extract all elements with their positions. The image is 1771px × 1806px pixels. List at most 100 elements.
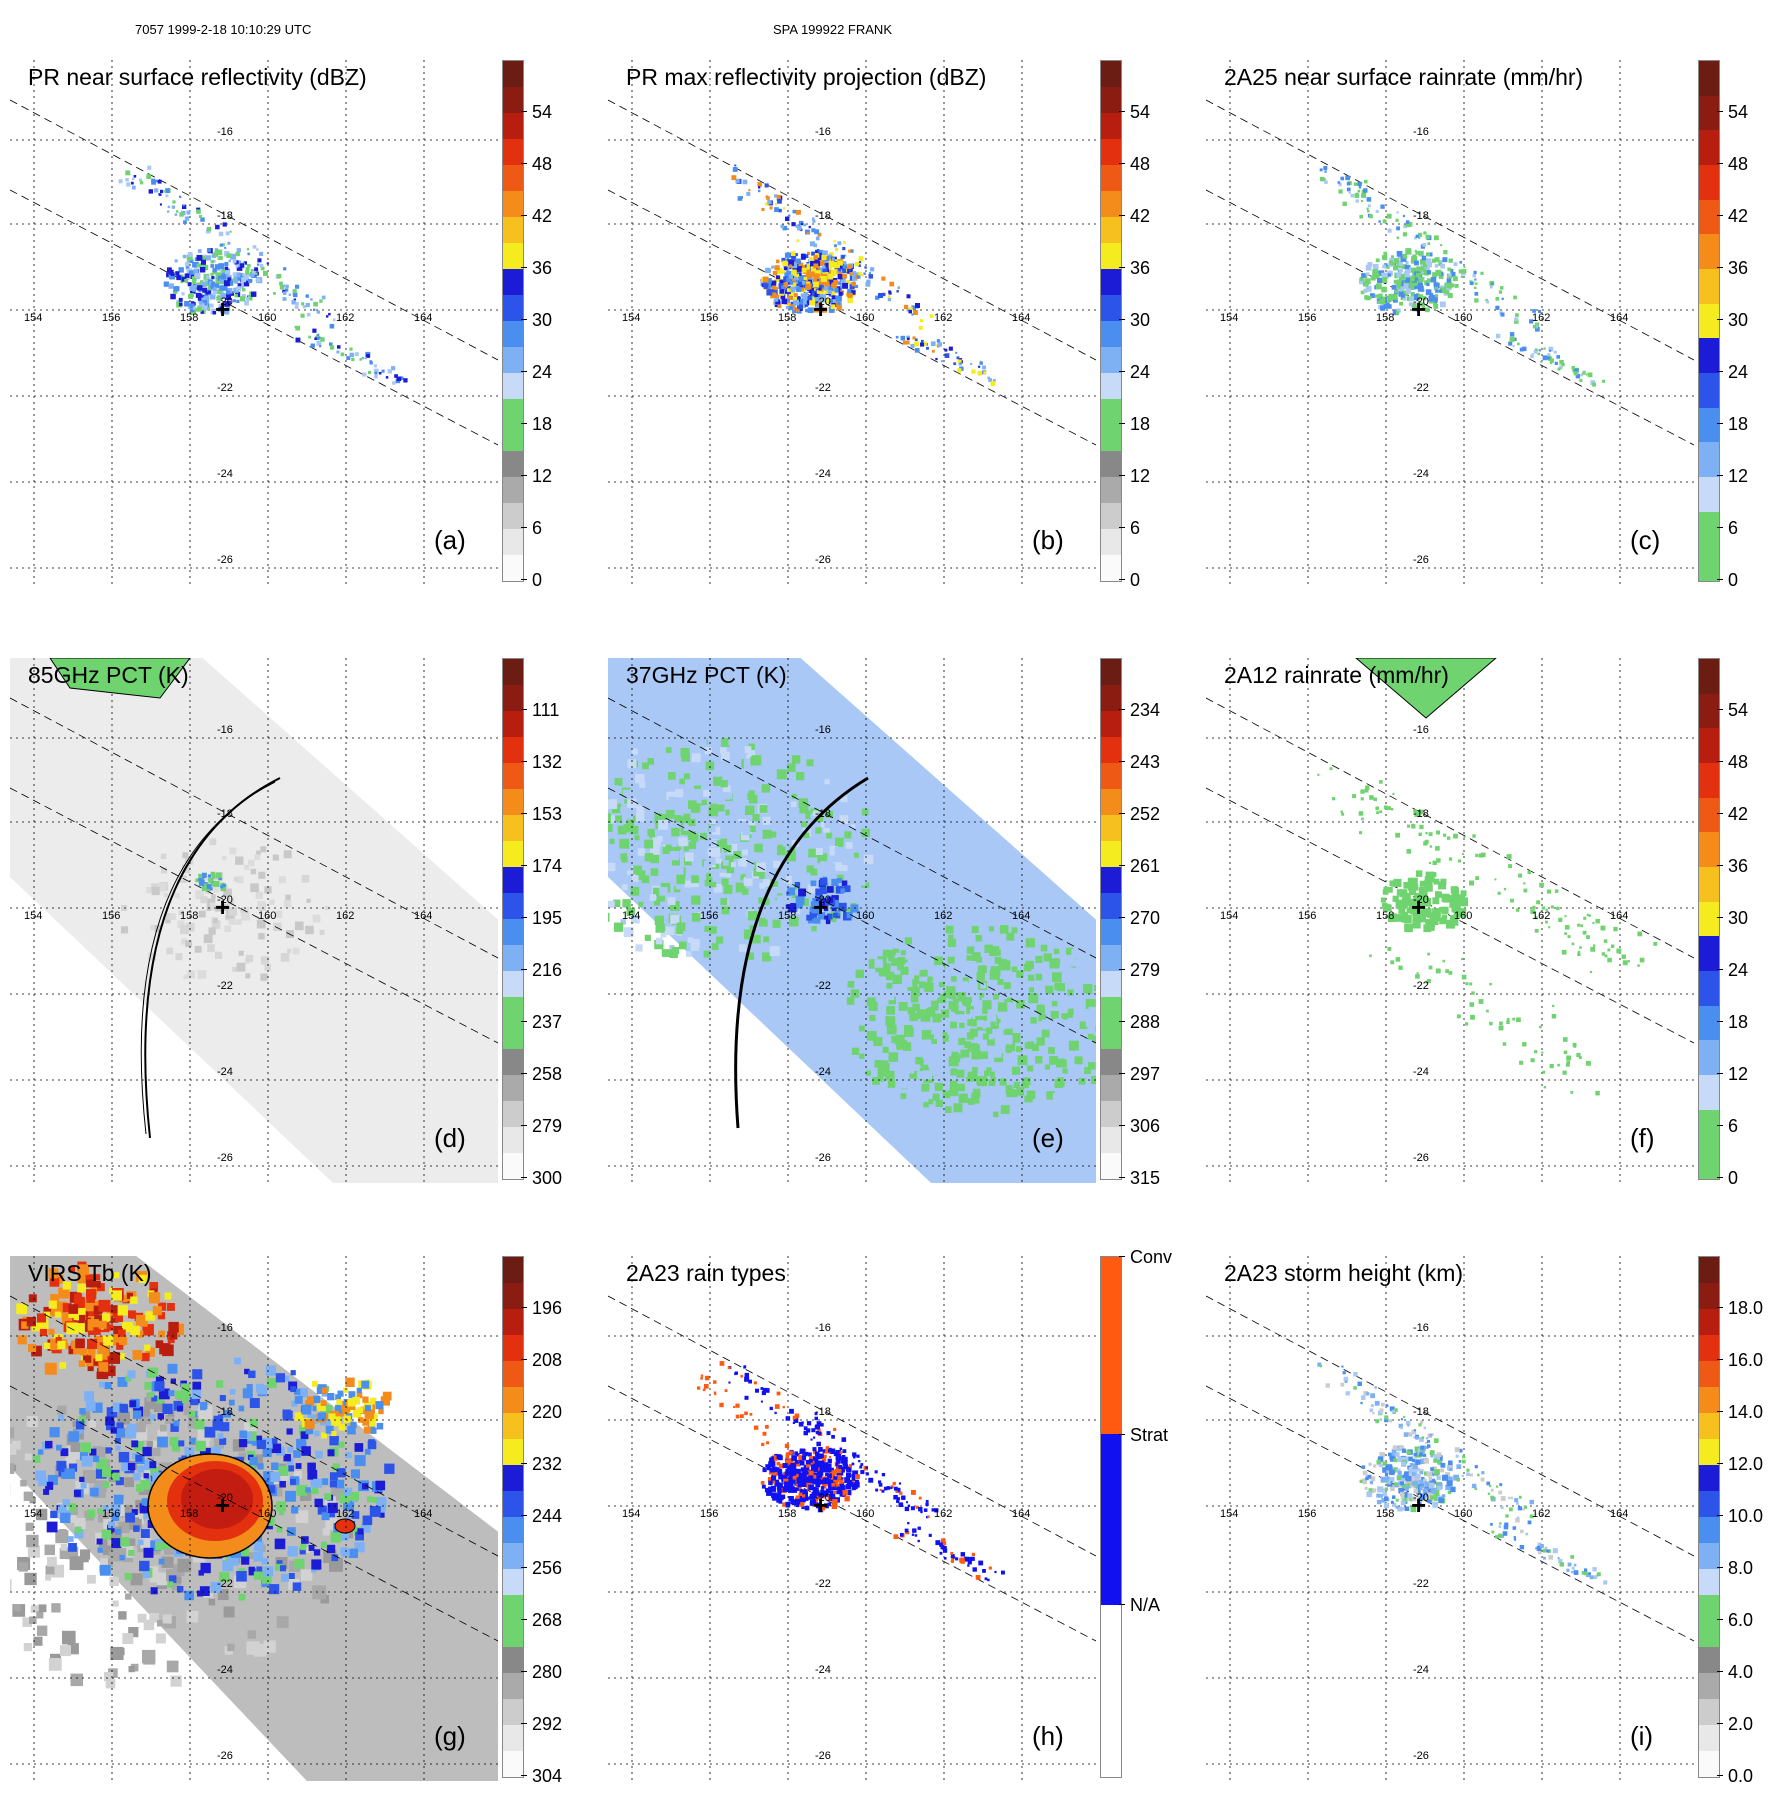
lon-label: 158	[1376, 910, 1394, 922]
lon-label: 156	[1298, 910, 1316, 922]
lat-label: -22	[1413, 382, 1429, 394]
colorbar-tick: 111	[532, 701, 559, 719]
lon-label: 164	[414, 312, 432, 324]
colorbar-tick: 237	[532, 1013, 562, 1031]
lon-label: 158	[778, 910, 796, 922]
colorbar-tick: 220	[532, 1403, 562, 1421]
lat-label: -18	[1413, 808, 1429, 820]
lon-label: 164	[414, 1508, 432, 1520]
panel-title: 2A12 rainrate (mm/hr)	[1224, 662, 1449, 689]
colorbar-tick: 252	[1130, 805, 1160, 823]
lon-label: 164	[1610, 910, 1628, 922]
colorbar-tick: 0	[1728, 571, 1738, 589]
colorbar	[1698, 60, 1720, 582]
lat-label: -20	[217, 1492, 233, 1504]
lat-label: -24	[815, 468, 831, 480]
colorbar-tick: 42	[1130, 207, 1150, 225]
colorbar-tick: 244	[532, 1507, 562, 1525]
lon-label: 162	[336, 312, 354, 324]
panel-label: (c)	[1630, 525, 1660, 556]
lat-label: -16	[217, 126, 233, 138]
colorbar	[502, 60, 524, 582]
colorbar-tick: 18	[1130, 415, 1150, 433]
lon-label: 156	[102, 910, 120, 922]
colorbar-tick: 216	[532, 961, 562, 979]
colorbar-tick: 8.0	[1728, 1559, 1753, 1577]
panel-title: PR near surface reflectivity (dBZ)	[28, 64, 367, 91]
lon-label: 160	[856, 1508, 874, 1520]
colorbar-tick: 6	[1130, 519, 1140, 537]
lon-label: 160	[258, 910, 276, 922]
colorbar-tick: 24	[1728, 961, 1748, 979]
colorbar-tick: 279	[532, 1117, 562, 1135]
lat-label: -22	[217, 1578, 233, 1590]
colorbar-tick: 12	[1728, 1065, 1748, 1083]
lon-label: 158	[778, 312, 796, 324]
lat-label: -26	[1413, 554, 1429, 566]
lat-label: -16	[1413, 724, 1429, 736]
colorbar	[1698, 1256, 1720, 1778]
colorbar-tick: 12	[1130, 467, 1150, 485]
colorbar-tick: 0	[1728, 1169, 1738, 1187]
colorbar-tick: 30	[1728, 909, 1748, 927]
colorbar	[1100, 658, 1122, 1180]
colorbar-tick: 279	[1130, 961, 1160, 979]
lat-label: -18	[217, 808, 233, 820]
lon-label: 158	[180, 312, 198, 324]
panel-title: 85GHz PCT (K)	[28, 662, 189, 689]
lat-label: -16	[815, 1322, 831, 1334]
lat-label: -20	[1413, 1492, 1429, 1504]
panel-label: (f)	[1630, 1123, 1655, 1154]
lat-label: -20	[1413, 894, 1429, 906]
lon-label: 162	[934, 1508, 952, 1520]
colorbar-tick: 42	[1728, 805, 1748, 823]
colorbar-tick: 12	[532, 467, 552, 485]
lon-label: 162	[934, 312, 952, 324]
colorbar-tick: Strat	[1130, 1426, 1168, 1444]
lat-label: -24	[217, 1664, 233, 1676]
lon-label: 156	[700, 1508, 718, 1520]
colorbar-tick: 315	[1130, 1169, 1160, 1187]
panel-title: 2A23 storm height (km)	[1224, 1260, 1463, 1287]
panel-label: (i)	[1630, 1721, 1653, 1752]
colorbar-tick: 36	[1728, 259, 1748, 277]
lat-label: -18	[1413, 1406, 1429, 1418]
lat-label: -20	[217, 296, 233, 308]
lat-label: -26	[1413, 1750, 1429, 1762]
colorbar-tick: 6	[1728, 519, 1738, 537]
lat-label: -24	[1413, 1066, 1429, 1078]
lat-label: -20	[815, 894, 831, 906]
panel-label: (h)	[1032, 1721, 1064, 1752]
panel-b: PR max reflectivity projection (dBZ)+154…	[598, 20, 1183, 610]
lon-label: 164	[1610, 312, 1628, 324]
lon-label: 158	[778, 1508, 796, 1520]
colorbar-tick: 48	[1728, 155, 1748, 173]
colorbar-tick: 232	[532, 1455, 562, 1473]
colorbar-tick: 24	[1130, 363, 1150, 381]
lon-label: 160	[258, 1508, 276, 1520]
colorbar-tick: 54	[1130, 103, 1150, 121]
colorbar-tick: 30	[532, 311, 552, 329]
colorbar-tick: 10.0	[1728, 1507, 1763, 1525]
colorbar-tick: 261	[1130, 857, 1160, 875]
lon-label: 160	[1454, 910, 1472, 922]
lat-label: -22	[217, 382, 233, 394]
colorbar-tick: 0	[1130, 571, 1140, 589]
lat-label: -26	[1413, 1152, 1429, 1164]
lat-label: -18	[815, 808, 831, 820]
lon-label: 162	[1532, 312, 1550, 324]
colorbar-tick: 48	[532, 155, 552, 173]
colorbar-tick: 18	[532, 415, 552, 433]
panel-label: (g)	[434, 1721, 466, 1752]
lat-label: -22	[1413, 1578, 1429, 1590]
panel-label: (a)	[434, 525, 466, 556]
lon-label: 158	[180, 1508, 198, 1520]
colorbar-tick: N/A	[1130, 1596, 1160, 1614]
panel-title: 2A23 rain types	[626, 1260, 786, 1287]
lon-label: 156	[700, 312, 718, 324]
lat-label: -16	[815, 724, 831, 736]
colorbar-tick: 16.0	[1728, 1351, 1763, 1369]
